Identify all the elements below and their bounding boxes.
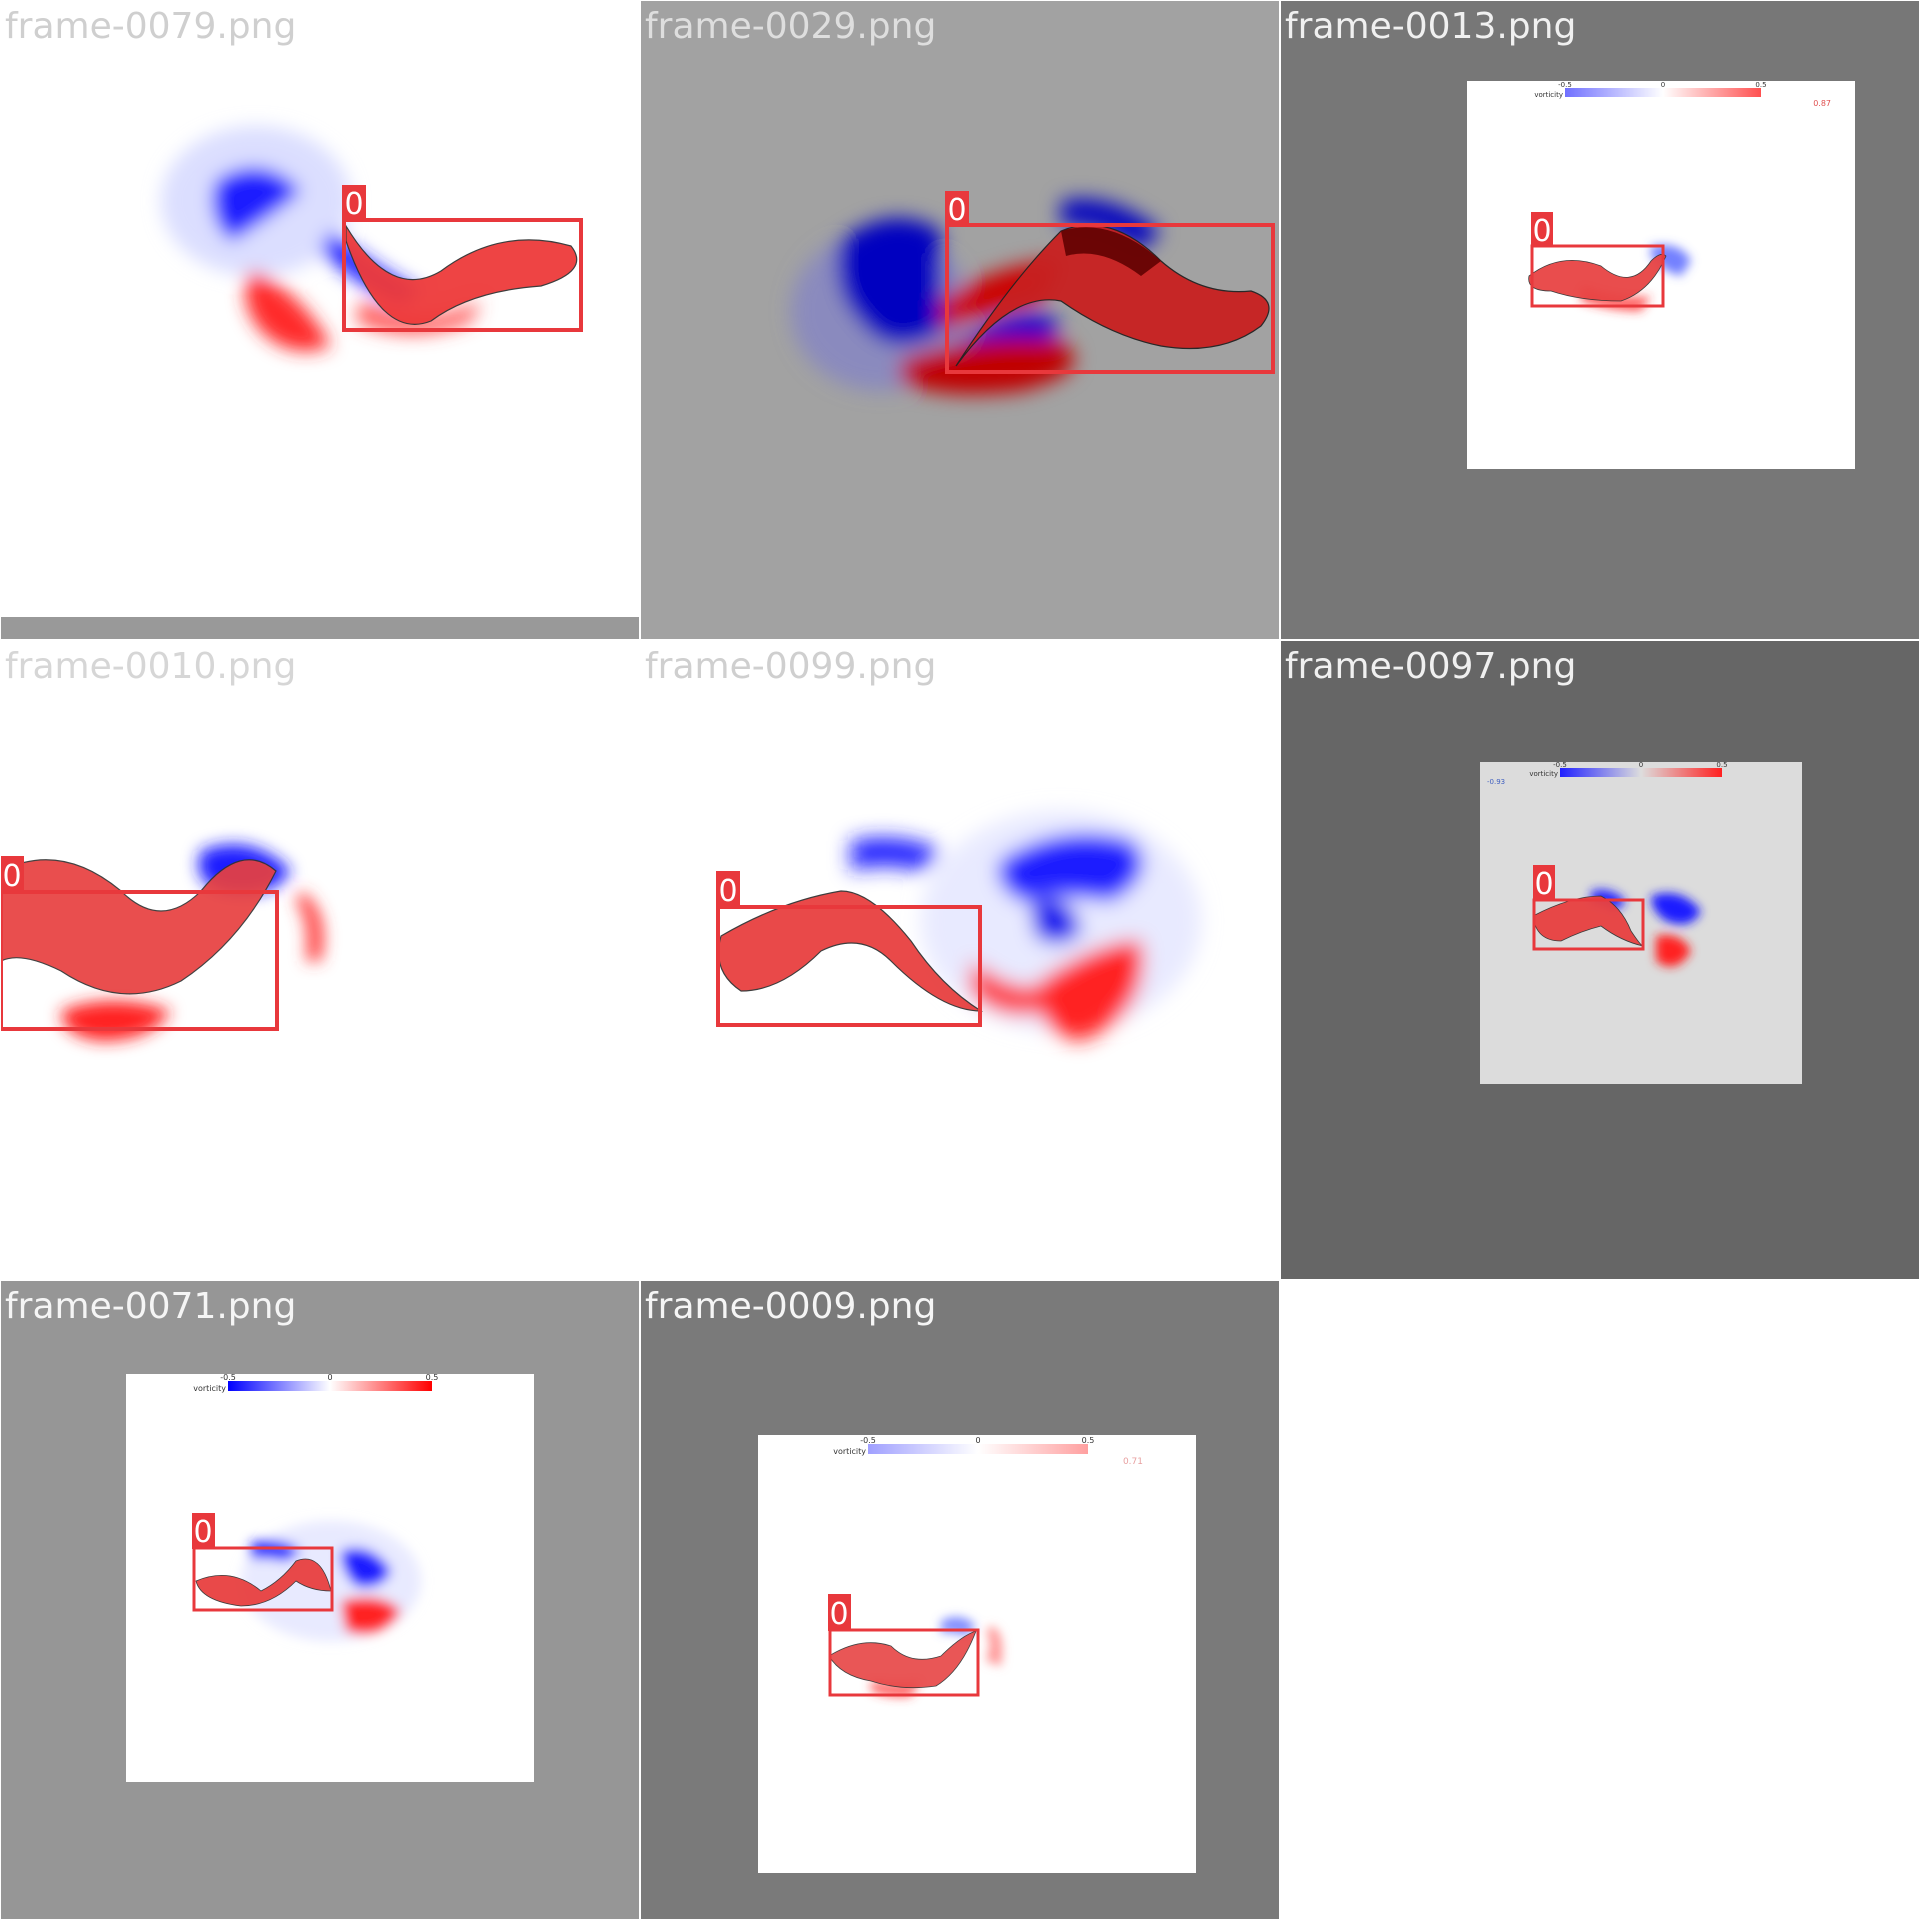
colorbar-tick: -0.5: [860, 1436, 876, 1445]
colorbar-label: vorticity: [1534, 91, 1563, 99]
vorticity-frame: vorticity -0.5 0 0.5 -0.93 0: [1281, 641, 1919, 1279]
colorbar-tick: -0.5: [1553, 761, 1567, 769]
detection-label: 0: [829, 1597, 848, 1632]
detection-box: [342, 218, 583, 332]
colorbar-tick: 0.5: [1082, 1436, 1095, 1445]
colorbar-label: vorticity: [1529, 770, 1558, 778]
filename-label: frame-0029.png: [645, 6, 937, 47]
detection-label-bg: [945, 191, 969, 227]
tile-frame-0099: 0 frame-0099.png: [641, 641, 1279, 1279]
inner-plot: [1467, 81, 1855, 469]
detection-box: [1532, 898, 1645, 951]
filename-label: frame-0097.png: [1285, 646, 1577, 687]
colorbar-tick: 0: [975, 1436, 980, 1445]
vorticity-frame: 0: [1, 641, 639, 1279]
detection-label-bg: [716, 871, 740, 908]
detection-label: 0: [2, 859, 21, 894]
filename-label: frame-0099.png: [645, 646, 937, 687]
vorticity-frame: 0: [1, 1, 639, 639]
colorbar-tick: 0.5: [426, 1373, 439, 1382]
filename-label: frame-0010.png: [5, 646, 297, 687]
colorbar: [1560, 768, 1722, 777]
tile-frame-0097: vorticity -0.5 0 0.5 -0.93 0 frame-0097.…: [1281, 641, 1919, 1279]
colorbar: [868, 1444, 1088, 1454]
detection-box: [1530, 244, 1665, 308]
filename-label: frame-0009.png: [645, 1286, 937, 1327]
detection-label-bg: [192, 1513, 215, 1549]
colorbar-tick: 0.5: [1755, 81, 1766, 89]
detection-label-bg: [828, 1594, 851, 1631]
empty-cell: [1281, 1281, 1919, 1919]
colorbar-tick: 0: [1661, 81, 1665, 89]
vorticity-frame: 0: [641, 641, 1279, 1279]
colorbar-label: vorticity: [833, 1447, 866, 1456]
detection-box: [192, 1546, 334, 1612]
tile-frame-0010: 0 frame-0010.png: [1, 641, 639, 1279]
detection-label: 0: [193, 1515, 212, 1550]
vorticity-frame: vorticity -0.5 0 0.5 0: [1, 1281, 639, 1919]
colorbar-tick: -0.5: [220, 1373, 236, 1382]
tile-frame-0013: vorticity -0.5 0 0.5 0.87 0 frame-0013.p…: [1281, 1, 1919, 639]
value-readout: -0.93: [1487, 778, 1505, 786]
colorbar: [1565, 88, 1761, 97]
detection-label-bg: [1531, 212, 1553, 247]
colorbar-tick: -0.5: [1558, 81, 1572, 89]
colorbar-label: vorticity: [193, 1384, 226, 1393]
detection-box: [1, 890, 279, 1031]
detection-label-bg: [1533, 865, 1555, 901]
inner-plot: [1480, 762, 1802, 1084]
detection-box: [945, 223, 1275, 374]
detection-label-bg: [342, 185, 366, 221]
value-readout: 0.71: [1123, 1457, 1143, 1467]
tile-frame-0071: vorticity -0.5 0 0.5 0 frame-0071.png: [1, 1281, 639, 1919]
detection-label: 0: [344, 187, 363, 222]
detection-label: 0: [1532, 214, 1551, 249]
tile-frame-0079: 0 frame-0079.png: [1, 1, 639, 639]
tile-frame-0029: 0 frame-0029.png: [641, 1, 1279, 639]
vorticity-frame: 0: [641, 1, 1279, 639]
detection-label: 0: [947, 193, 966, 228]
filename-label: frame-0071.png: [5, 1286, 297, 1327]
detection-label: 0: [1534, 867, 1553, 902]
colorbar: [228, 1381, 432, 1391]
detection-box: [716, 905, 982, 1027]
detection-label: 0: [718, 874, 737, 909]
colorbar-tick: 0.5: [1716, 761, 1727, 769]
colorbar-tick: 0: [327, 1373, 332, 1382]
vorticity-frame: vorticity -0.5 0 0.5 0.87 0: [1281, 1, 1919, 639]
detection-label-bg: [1, 856, 24, 893]
detection-box: [828, 1628, 980, 1697]
filename-label: frame-0013.png: [1285, 6, 1577, 47]
colorbar-tick: 0: [1639, 761, 1643, 769]
value-readout: 0.87: [1813, 99, 1831, 108]
tile-frame-0009: vorticity -0.5 0 0.5 0.71 0 frame-0009.p…: [641, 1281, 1279, 1919]
vorticity-frame: vorticity -0.5 0 0.5 0.71 0: [641, 1281, 1279, 1919]
filename-label: frame-0079.png: [5, 6, 297, 47]
